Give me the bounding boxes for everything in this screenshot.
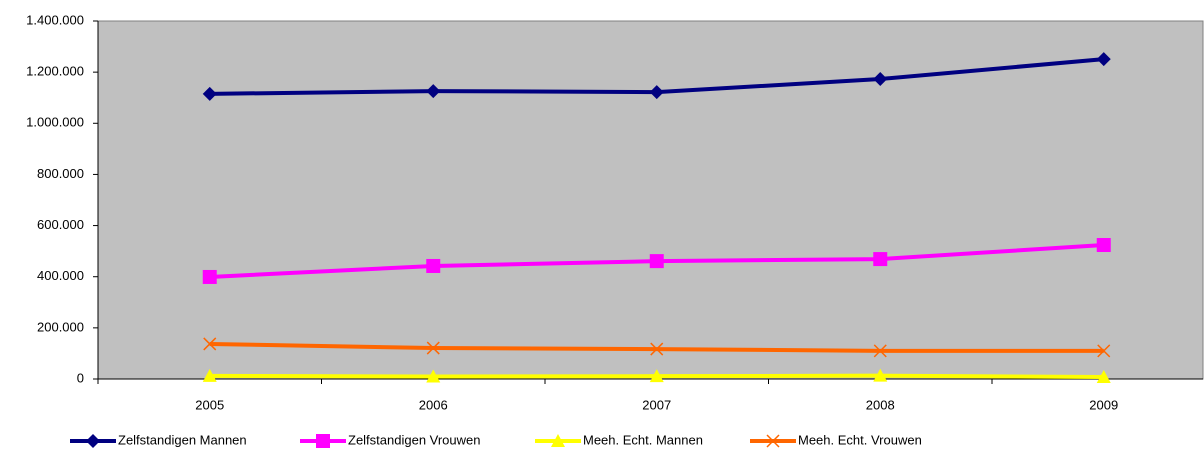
marker [873,368,888,382]
marker [426,84,441,99]
marker [649,85,664,100]
legend-marker [766,434,780,448]
marker [1096,369,1111,383]
x-tick-label: 2006 [419,397,448,412]
marker [873,72,888,87]
marker [873,252,888,267]
y-tick-label: 800.000 [37,166,84,181]
legend-marker [316,434,330,448]
marker [426,258,441,273]
legend-label: Zelfstandigen Mannen [118,432,247,447]
legend-label: Meeh. Echt. Mannen [583,432,703,447]
y-tick-label: 1.000.000 [26,115,84,130]
y-tick-label: 400.000 [37,268,84,283]
marker [203,337,217,351]
x-tick-label: 2007 [642,397,671,412]
legend-marker [551,434,565,447]
legend-label: Zelfstandigen Vrouwen [348,432,481,447]
marker [873,344,887,358]
marker [1097,344,1111,358]
y-tick-label: 600.000 [37,217,84,232]
x-tick-label: 2008 [866,397,895,412]
y-tick-label: 1.400.000 [26,12,84,27]
plot-area [97,20,1204,380]
marker [649,254,664,269]
marker [649,369,664,383]
y-tick-label: 200.000 [37,319,84,334]
marker [1096,238,1111,253]
marker [426,369,441,383]
marker [202,86,217,101]
legend-marker [86,434,100,448]
y-tick-label: 1.200.000 [26,64,84,79]
x-tick-label: 2005 [195,397,224,412]
x-tick-label: 2009 [1089,397,1118,412]
marker [202,269,217,284]
marker [202,368,217,382]
legend-label: Meeh. Echt. Vrouwen [798,432,922,447]
marker [650,342,664,356]
marker [426,341,440,355]
y-tick-label: 0 [77,370,84,385]
marker [1096,52,1111,67]
